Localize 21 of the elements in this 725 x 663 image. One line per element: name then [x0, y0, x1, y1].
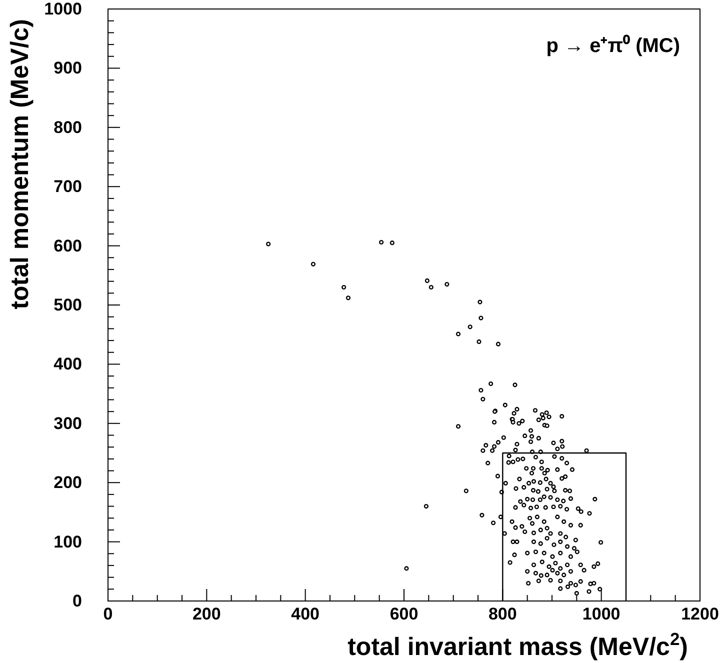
x-axis-title: total invariant mass (MeV/c$^{2}$)	[348, 629, 688, 661]
x-tick-label: 0	[103, 604, 113, 624]
x-tick-label: 800	[488, 604, 517, 624]
y-tick-label: 1000	[44, 0, 82, 18]
y-tick-label: 800	[54, 118, 82, 137]
y-tick-label: 300	[54, 414, 82, 433]
text: p → e⁺π⁰ (MC)	[546, 34, 680, 57]
y-tick-label: 900	[54, 58, 82, 78]
x-tick-label: 600	[390, 604, 418, 624]
y-tick-label: 400	[54, 354, 82, 374]
y-tick-label: 200	[54, 473, 82, 492]
x-tick-label: 200	[192, 604, 221, 624]
y-tick-label: 500	[54, 295, 82, 314]
y-tick-label: 600	[54, 236, 82, 256]
x-tick-label: 400	[291, 604, 320, 624]
y-tick-label: 0	[72, 591, 82, 610]
y-tick-label: 100	[54, 532, 82, 552]
y-tick-label: 700	[54, 177, 82, 196]
x-tick-label: 1200	[681, 604, 719, 624]
x-tick-label: 1000	[582, 604, 620, 624]
y-axis-title: total momentum (MeV/c)	[6, 19, 34, 310]
